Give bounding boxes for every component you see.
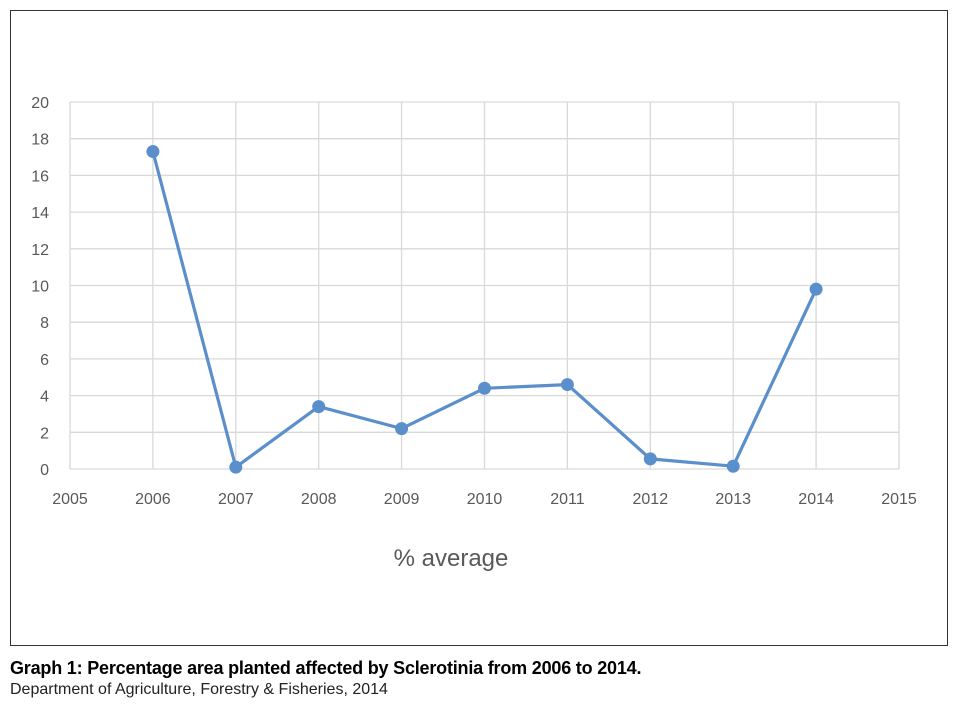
y-tick-label: 4: [40, 389, 49, 406]
x-tick-label: 2006: [135, 491, 171, 508]
data-point-2010: [478, 381, 491, 395]
chart-frame: [10, 10, 948, 646]
caption-title: Graph 1: Percentage area planted affecte…: [10, 658, 642, 678]
data-point-2012: [643, 452, 657, 466]
x-tick-label: 2011: [550, 491, 585, 508]
y-tick-label: 6: [40, 352, 49, 369]
data-point-2006: [146, 145, 160, 159]
y-tick-label: 16: [31, 168, 49, 185]
y-tick-label: 0: [40, 462, 49, 479]
x-axis-title: % average: [394, 545, 509, 572]
grid: [69, 101, 900, 470]
data-point-2011: [560, 378, 574, 392]
x-tick-label: 2005: [52, 491, 88, 508]
data-point-2007: [229, 460, 243, 474]
y-tick-label: 10: [31, 279, 49, 296]
data-point-2009: [395, 422, 409, 436]
series: [146, 145, 823, 474]
y-tick-label: 14: [31, 205, 49, 222]
figure-caption: Graph 1: Percentage area planted affecte…: [10, 657, 950, 701]
data-point-2014: [809, 282, 823, 296]
y-tick-label: 8: [40, 315, 49, 332]
data-point-2013: [726, 459, 740, 473]
x-tick-label: 2013: [715, 491, 751, 508]
caption-source: Department of Agriculture, Forestry & Fi…: [10, 681, 388, 698]
x-axis-tick-labels: 2005 2006 2007 2008 2009 2010 2011 2012 2013 2014…: [52, 491, 917, 508]
x-tick-label: 2009: [384, 491, 420, 508]
y-axis-tick-labels: 0 2 4 6 8 10 12 14 16 18 20: [31, 95, 49, 479]
x-tick-label: 2015: [881, 491, 917, 508]
x-tick-label: 2007: [218, 491, 254, 508]
y-tick-label: 18: [31, 132, 49, 149]
data-point-2008: [312, 400, 326, 414]
x-tick-label: 2008: [301, 491, 337, 508]
y-tick-label: 20: [31, 95, 49, 112]
x-tick-label: 2014: [798, 491, 834, 508]
x-tick-label: 2010: [467, 491, 503, 508]
y-tick-label: 2: [40, 425, 49, 442]
x-tick-label: 2012: [633, 491, 669, 508]
y-tick-label: 12: [31, 242, 49, 259]
